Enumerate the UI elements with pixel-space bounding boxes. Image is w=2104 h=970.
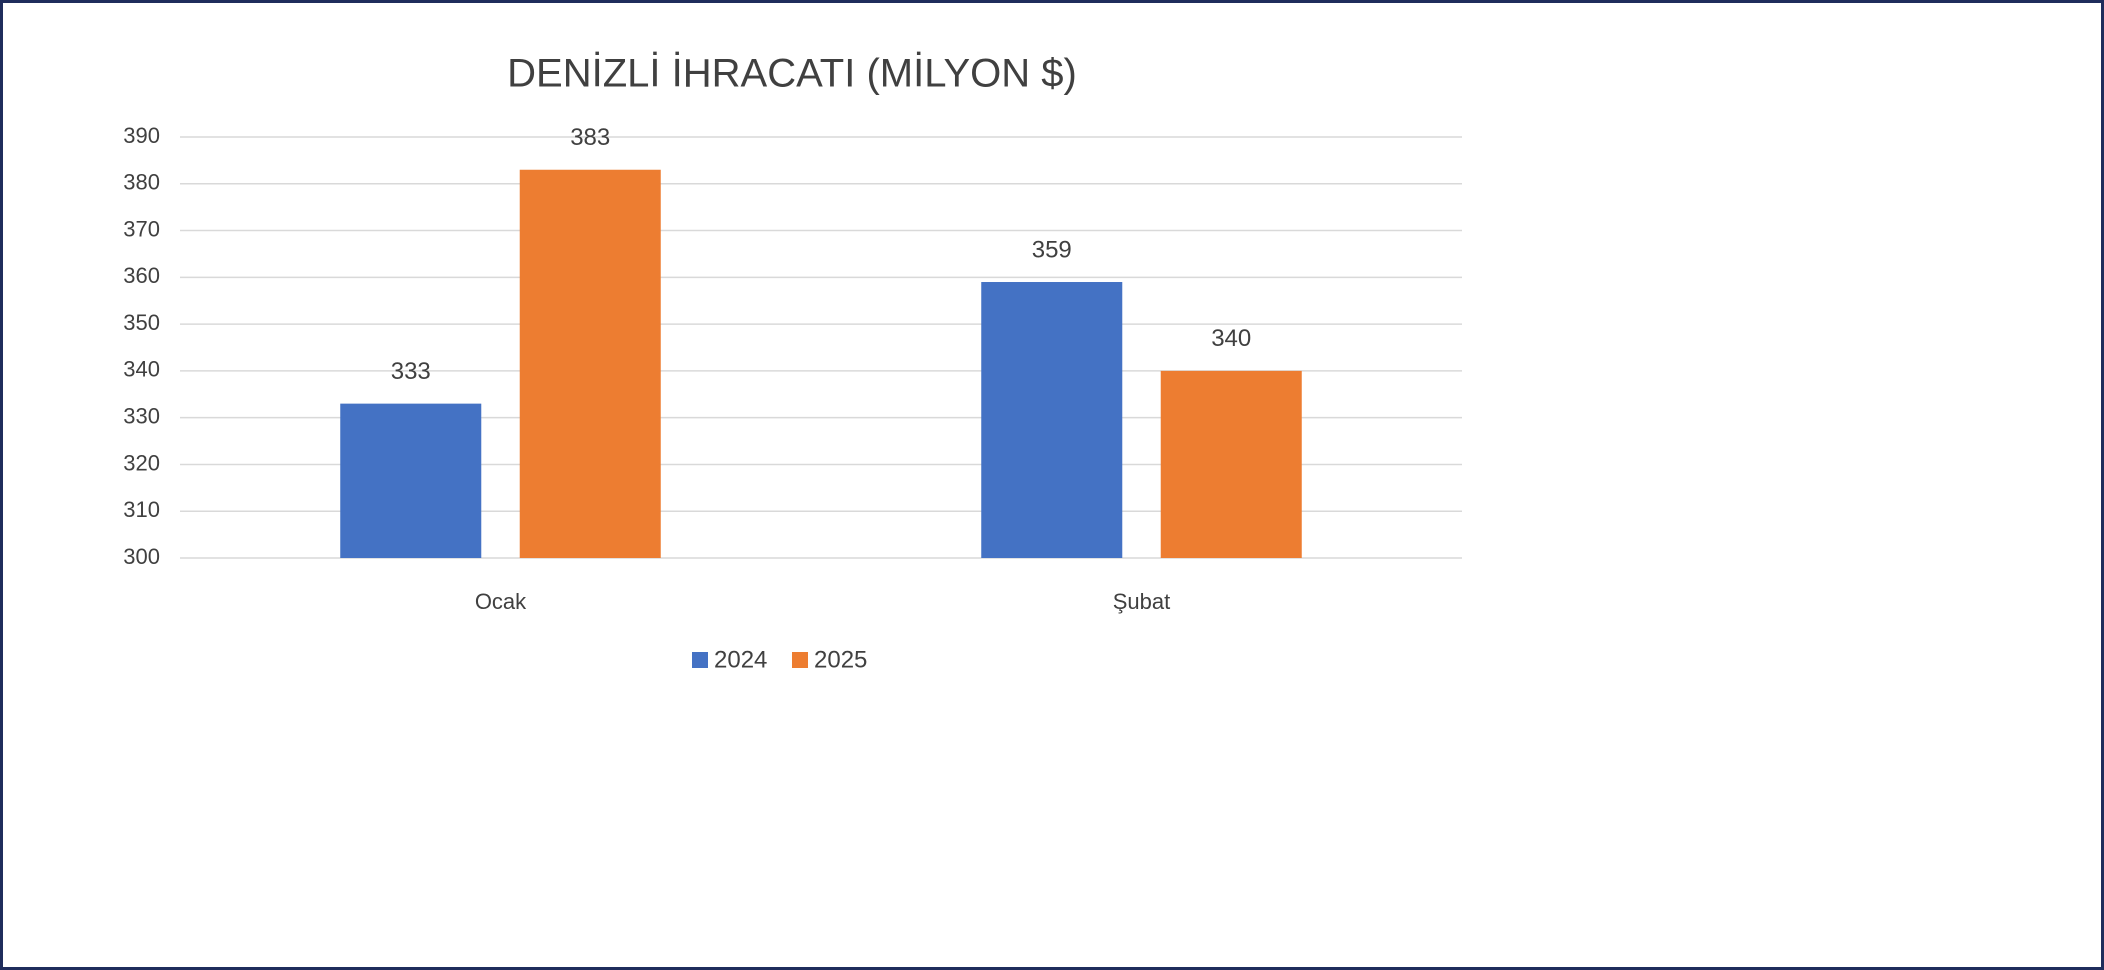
bar (981, 282, 1123, 558)
legend-label: 2025 (814, 646, 867, 673)
bar (1160, 370, 1302, 558)
data-label: 340 (1211, 325, 1251, 352)
y-tick-label: 320 (123, 450, 160, 475)
y-tick-label: 300 (123, 544, 160, 569)
legend-swatch (792, 652, 808, 668)
y-tick-label: 340 (123, 357, 160, 382)
data-label: 359 (1032, 236, 1072, 263)
bar (340, 403, 482, 558)
data-label: 333 (391, 358, 431, 385)
y-tick-label: 350 (123, 310, 160, 335)
y-tick-label: 380 (123, 170, 160, 195)
chart-title: DENİZLİ İHRACATI (MİLYON $) (507, 51, 1077, 96)
y-tick-label: 390 (123, 123, 160, 148)
bar (519, 169, 661, 558)
y-tick-label: 360 (123, 263, 160, 288)
y-tick-label: 310 (123, 497, 160, 522)
legend-swatch (692, 652, 708, 668)
legend-label: 2024 (714, 646, 767, 673)
y-tick-label: 370 (123, 216, 160, 241)
x-tick-label: Ocak (475, 589, 527, 614)
data-label: 383 (570, 124, 610, 151)
x-tick-label: Şubat (1113, 589, 1171, 614)
y-tick-label: 330 (123, 403, 160, 428)
